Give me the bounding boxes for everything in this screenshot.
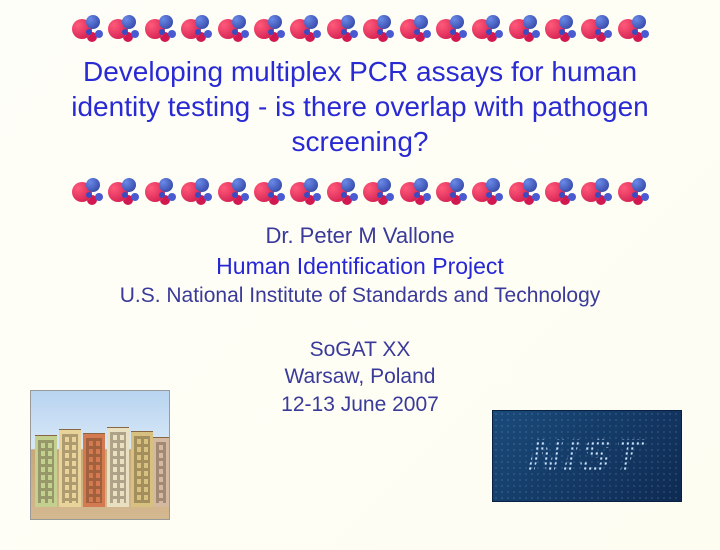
dna-blob-icon <box>288 176 322 206</box>
dna-blob-icon <box>252 13 286 43</box>
dna-blob-icon <box>434 13 468 43</box>
dna-blob-icon <box>216 13 250 43</box>
dna-blob-icon <box>143 176 177 206</box>
author-block: Dr. Peter M Vallone Human Identification… <box>0 223 720 308</box>
warsaw-photo <box>30 390 170 520</box>
project-name: Human Identification Project <box>0 253 720 280</box>
dna-blob-icon <box>70 176 104 206</box>
dna-border-top <box>70 10 650 46</box>
nist-logo: NIST <box>492 410 682 502</box>
building-icon <box>131 431 153 507</box>
building-icon <box>83 433 105 507</box>
dna-blob-icon <box>143 13 177 43</box>
building-icon <box>35 435 57 507</box>
dna-blob-icon <box>543 176 577 206</box>
event-name: SoGAT XX <box>0 336 720 363</box>
dna-blob-icon <box>106 176 140 206</box>
building-icon <box>107 427 129 507</box>
dna-blob-icon <box>325 176 359 206</box>
dna-blob-icon <box>70 13 104 43</box>
dna-blob-icon <box>179 13 213 43</box>
author-name: Dr. Peter M Vallone <box>0 223 720 249</box>
event-location: Warsaw, Poland <box>0 363 720 390</box>
dna-blob-icon <box>179 176 213 206</box>
dna-blob-icon <box>434 176 468 206</box>
dna-blob-icon <box>470 176 504 206</box>
nist-logo-text: NIST <box>526 431 647 481</box>
dna-blob-icon <box>579 13 613 43</box>
dna-blob-icon <box>252 176 286 206</box>
dna-blob-icon <box>507 176 541 206</box>
dna-blob-icon <box>361 176 395 206</box>
building-icon <box>153 437 169 507</box>
dna-blob-icon <box>106 13 140 43</box>
slide-title: Developing multiplex PCR assays for huma… <box>0 46 720 165</box>
dna-blob-icon <box>398 176 432 206</box>
dna-blob-icon <box>216 176 250 206</box>
dna-blob-icon <box>616 13 650 43</box>
dna-blob-icon <box>288 13 322 43</box>
dna-blob-icon <box>507 13 541 43</box>
dna-border-bottom <box>70 173 650 209</box>
building-icon <box>59 429 81 507</box>
dna-blob-icon <box>543 13 577 43</box>
dna-blob-icon <box>470 13 504 43</box>
dna-blob-icon <box>325 13 359 43</box>
institute-name: U.S. National Institute of Standards and… <box>0 284 720 308</box>
dna-blob-icon <box>579 176 613 206</box>
dna-blob-icon <box>361 13 395 43</box>
dna-blob-icon <box>616 176 650 206</box>
dna-blob-icon <box>398 13 432 43</box>
